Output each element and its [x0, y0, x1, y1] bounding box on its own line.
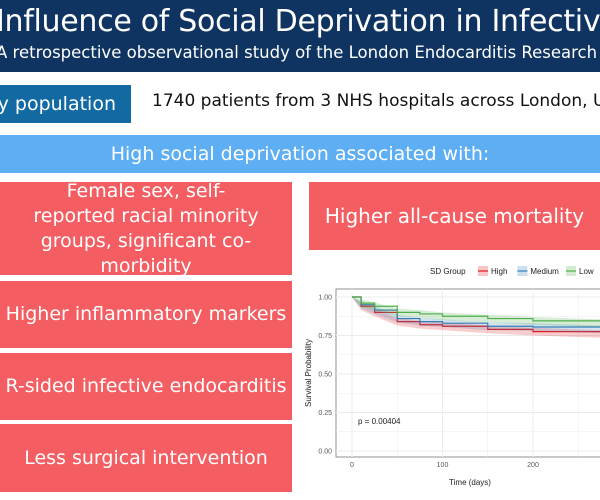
population-label: Study population	[0, 85, 131, 123]
x-tick-label: 100	[437, 462, 449, 469]
survival-curve-high	[352, 296, 600, 333]
confidence-band-low	[352, 297, 600, 328]
y-tick-label: 0.75	[318, 333, 332, 340]
p-value: p = 0.00404	[358, 417, 401, 426]
poster-title: Influence of Social Deprivation in Infec…	[0, 4, 600, 39]
finding-box: Less surgical intervention	[0, 424, 292, 492]
header: Influence of Social Deprivation in Infec…	[0, 0, 600, 72]
grid	[336, 289, 600, 457]
y-tick-label: 0.25	[318, 410, 332, 417]
poster-subtitle: A retrospective observational study of t…	[0, 43, 600, 62]
ticks: 0 100 200 0.00 0.25 0.50 0.75 1.00	[318, 295, 539, 470]
mortality-box: Higher all-cause mortality	[309, 182, 600, 250]
finding-box: R-sided infective endocarditis	[0, 353, 292, 420]
confidence-band-medium	[352, 297, 600, 334]
y-tick-label: 0.00	[318, 449, 332, 456]
x-tick-label: 0	[350, 462, 354, 469]
finding-box: Female sex, self-reported racial minorit…	[0, 180, 292, 277]
legend-label: Medium	[530, 267, 559, 276]
confidence-band-high	[352, 297, 600, 338]
x-axis-label: Time (days)	[449, 478, 491, 487]
x-tick-label: 200	[527, 462, 539, 469]
y-tick-label: 1.00	[318, 295, 332, 302]
curves	[352, 296, 600, 338]
legend-title: SD Group	[430, 267, 466, 276]
population-label-text: Study population	[0, 93, 117, 115]
legend: SD Group High Medium Low	[430, 266, 594, 276]
findings-banner: High social deprivation associated with:	[0, 135, 600, 173]
plot-panel	[335, 288, 600, 458]
survival-curve-low	[352, 296, 600, 322]
legend-label: High	[491, 267, 507, 276]
survival-curve-medium	[352, 296, 600, 328]
y-tick-label: 0.50	[318, 372, 332, 379]
population-text: 1740 patients from 3 NHS hospitals acros…	[152, 91, 600, 111]
legend-label: Low	[579, 267, 594, 276]
finding-box: Higher inflammatory markers	[0, 281, 292, 348]
y-axis-label: Survival Probability	[304, 339, 313, 407]
